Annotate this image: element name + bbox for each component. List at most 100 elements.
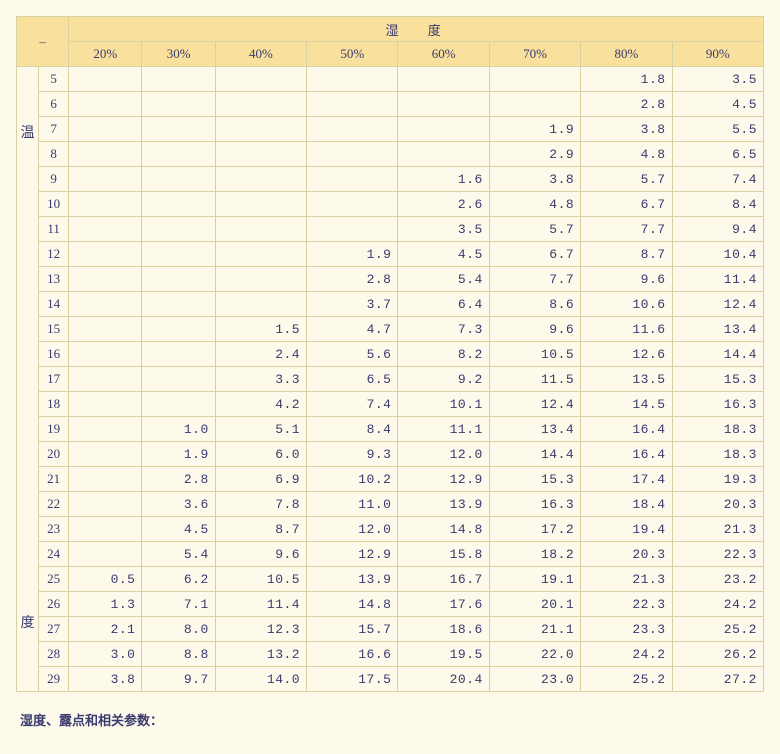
data-cell: 11.1 — [398, 417, 489, 442]
data-cell — [142, 267, 215, 292]
data-cell: 8.4 — [672, 192, 763, 217]
data-cell: 10.1 — [398, 392, 489, 417]
data-cell: 13.9 — [398, 492, 489, 517]
data-cell: 2.8 — [142, 467, 215, 492]
data-cell: 7.8 — [215, 492, 306, 517]
data-cell: 4.8 — [581, 142, 672, 167]
data-cell: 15.7 — [307, 617, 398, 642]
data-cell: 16.4 — [581, 417, 672, 442]
data-cell: 6.5 — [672, 142, 763, 167]
table-row: 245.49.612.915.818.220.322.3 — [17, 542, 764, 567]
data-cell: 11.4 — [215, 592, 306, 617]
col-header: 80% — [581, 42, 672, 67]
table-row: 143.76.48.610.612.4 — [17, 292, 764, 317]
data-cell: 2.6 — [398, 192, 489, 217]
data-cell: 6.5 — [307, 367, 398, 392]
data-cell: 18.4 — [581, 492, 672, 517]
data-cell: 4.2 — [215, 392, 306, 417]
data-cell: 5.7 — [581, 167, 672, 192]
data-cell: 17.2 — [489, 517, 580, 542]
row-label: 19 — [39, 417, 69, 442]
data-cell — [215, 167, 306, 192]
data-cell — [69, 317, 142, 342]
data-cell: 13.2 — [215, 642, 306, 667]
data-cell: 9.6 — [489, 317, 580, 342]
data-cell: 12.6 — [581, 342, 672, 367]
data-cell — [142, 367, 215, 392]
data-cell: 2.8 — [307, 267, 398, 292]
data-cell: 17.6 — [398, 592, 489, 617]
dewpoint-table: – 湿 度 20% 30% 40% 50% 60% 70% 80% 90% 温度… — [16, 16, 764, 692]
data-cell: 3.5 — [672, 67, 763, 92]
data-cell: 25.2 — [672, 617, 763, 642]
data-cell: 0.5 — [69, 567, 142, 592]
data-cell: 11.5 — [489, 367, 580, 392]
data-cell — [307, 142, 398, 167]
data-cell: 1.5 — [215, 317, 306, 342]
data-cell: 15.3 — [672, 367, 763, 392]
table-row: 173.36.59.211.513.515.3 — [17, 367, 764, 392]
data-cell: 9.7 — [142, 667, 215, 692]
row-label: 25 — [39, 567, 69, 592]
row-label: 18 — [39, 392, 69, 417]
row-label: 12 — [39, 242, 69, 267]
data-cell — [215, 67, 306, 92]
table-row: 温度51.83.5 — [17, 67, 764, 92]
data-cell — [398, 67, 489, 92]
data-cell: 5.1 — [215, 417, 306, 442]
col-header: 90% — [672, 42, 763, 67]
table-row: 121.94.56.78.710.4 — [17, 242, 764, 267]
data-cell: 3.0 — [69, 642, 142, 667]
data-cell: 7.1 — [142, 592, 215, 617]
data-cell: 4.5 — [142, 517, 215, 542]
data-cell: 20.1 — [489, 592, 580, 617]
data-cell — [215, 117, 306, 142]
data-cell — [69, 242, 142, 267]
data-cell: 5.6 — [307, 342, 398, 367]
humidity-columns-row: 20% 30% 40% 50% 60% 70% 80% 90% — [17, 42, 764, 67]
data-cell: 5.4 — [142, 542, 215, 567]
data-cell: 8.2 — [398, 342, 489, 367]
data-cell: 1.6 — [398, 167, 489, 192]
data-cell — [398, 142, 489, 167]
data-cell — [69, 192, 142, 217]
data-cell: 10.6 — [581, 292, 672, 317]
data-cell: 7.7 — [581, 217, 672, 242]
data-cell — [142, 92, 215, 117]
data-cell — [69, 67, 142, 92]
data-cell — [215, 192, 306, 217]
data-cell — [69, 167, 142, 192]
data-cell — [307, 117, 398, 142]
data-cell — [142, 192, 215, 217]
table-row: 234.58.712.014.817.219.421.3 — [17, 517, 764, 542]
data-cell — [215, 217, 306, 242]
data-cell: 22.3 — [672, 542, 763, 567]
data-cell: 1.9 — [142, 442, 215, 467]
row-label: 8 — [39, 142, 69, 167]
row-label: 29 — [39, 667, 69, 692]
data-cell: 8.8 — [142, 642, 215, 667]
data-cell: 12.9 — [398, 467, 489, 492]
data-cell: 12.0 — [398, 442, 489, 467]
data-cell: 17.5 — [307, 667, 398, 692]
data-cell — [215, 242, 306, 267]
row-label: 24 — [39, 542, 69, 567]
data-cell — [489, 67, 580, 92]
data-cell: 13.4 — [489, 417, 580, 442]
data-cell — [69, 417, 142, 442]
data-cell: 10.4 — [672, 242, 763, 267]
data-cell — [142, 292, 215, 317]
data-cell: 3.3 — [215, 367, 306, 392]
table-row: 151.54.77.39.611.613.4 — [17, 317, 764, 342]
data-cell: 8.6 — [489, 292, 580, 317]
data-cell: 9.2 — [398, 367, 489, 392]
data-cell: 12.4 — [489, 392, 580, 417]
data-cell — [307, 92, 398, 117]
table-row: 113.55.77.79.4 — [17, 217, 764, 242]
data-cell: 23.3 — [581, 617, 672, 642]
col-header: 30% — [142, 42, 215, 67]
table-row: 250.56.210.513.916.719.121.323.2 — [17, 567, 764, 592]
data-cell: 1.9 — [489, 117, 580, 142]
data-cell: 5.7 — [489, 217, 580, 242]
data-cell: 6.7 — [489, 242, 580, 267]
